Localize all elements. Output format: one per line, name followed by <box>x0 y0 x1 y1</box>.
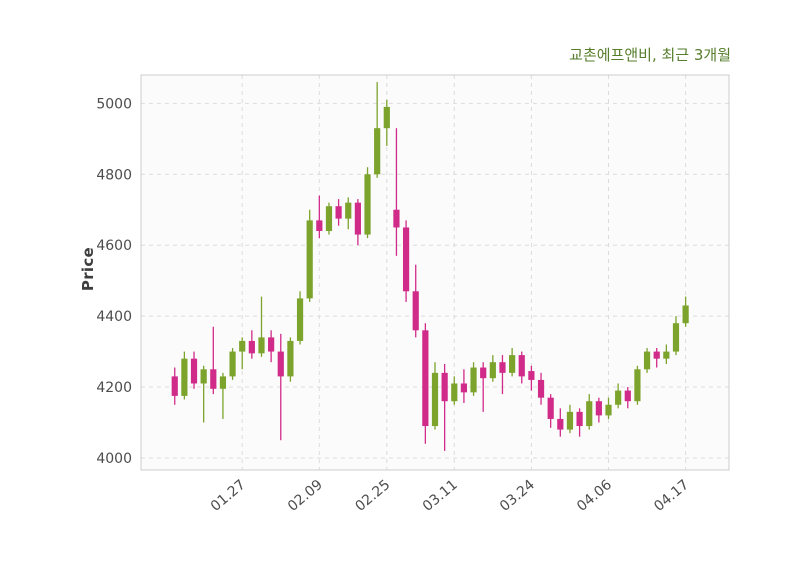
candle-body <box>682 305 689 324</box>
candle-body <box>190 358 198 384</box>
candle-body <box>316 220 323 232</box>
candle-body <box>586 401 593 427</box>
plot-border <box>140 74 730 471</box>
candle-body <box>229 351 236 377</box>
candle-body <box>528 371 535 380</box>
chart-title: 교촌에프앤비, 최근 3개월 <box>569 46 731 64</box>
y-tick-label: 4000 <box>96 451 132 467</box>
y-tick-label: 4400 <box>96 309 132 325</box>
candle-body <box>239 340 246 352</box>
candle-body <box>605 404 612 416</box>
candle-body <box>335 206 342 219</box>
candle-body <box>557 418 564 430</box>
candle-body <box>364 174 371 235</box>
candle-body <box>615 390 622 405</box>
x-tick-label: 03.11 <box>420 477 461 515</box>
candle-body <box>277 351 284 377</box>
candle-body <box>441 372 448 402</box>
candle-body <box>480 367 487 379</box>
candle-body <box>460 383 468 393</box>
x-tick-label: 03.24 <box>497 477 538 515</box>
y-tick-label: 5000 <box>96 96 132 112</box>
candle-body <box>171 376 178 396</box>
candle-body <box>566 411 574 430</box>
candle-body <box>306 220 313 299</box>
candle-body <box>518 355 525 377</box>
candle-body <box>643 351 651 370</box>
y-axis-label: Price <box>79 246 97 292</box>
candle-body <box>595 401 602 416</box>
y-tick-label: 4800 <box>96 167 132 183</box>
candle-body <box>653 351 660 359</box>
x-tick-label: 04.06 <box>574 477 615 515</box>
candle-body <box>354 202 361 235</box>
candle-body <box>470 367 477 393</box>
candle-body <box>431 372 439 427</box>
candle-body <box>383 106 390 129</box>
candle-body <box>634 369 641 402</box>
candle-body <box>402 227 410 292</box>
x-tick-label: 02.25 <box>352 477 393 515</box>
candle-body <box>296 298 304 341</box>
candle-body <box>422 330 429 427</box>
candle-body <box>451 383 458 402</box>
candle-body <box>287 340 294 377</box>
candle-body <box>393 209 400 228</box>
candle-body <box>489 362 496 379</box>
candle-body <box>345 202 352 219</box>
candle-body <box>499 362 506 373</box>
candle-body <box>576 411 583 427</box>
candle-body <box>210 369 217 389</box>
candle-body <box>663 351 670 359</box>
candle-body <box>412 291 419 331</box>
candle-body <box>537 379 545 398</box>
candle-body <box>258 337 265 354</box>
x-tick-label: 02.09 <box>285 477 326 515</box>
candle-body <box>509 355 516 373</box>
candle-body <box>200 369 207 384</box>
candle-body <box>325 206 333 232</box>
candle-body <box>624 390 631 402</box>
x-tick-label: 04.17 <box>651 477 692 515</box>
candle-body <box>547 397 554 419</box>
x-tick-label: 01.27 <box>208 477 249 515</box>
candle-body <box>374 128 381 175</box>
candle-body <box>268 337 275 352</box>
candle-body <box>248 340 255 354</box>
candle-body <box>181 358 188 396</box>
candle-body <box>219 376 227 389</box>
y-tick-label: 4600 <box>96 238 132 254</box>
candle-body <box>672 323 680 352</box>
y-tick-label: 4200 <box>96 380 132 396</box>
